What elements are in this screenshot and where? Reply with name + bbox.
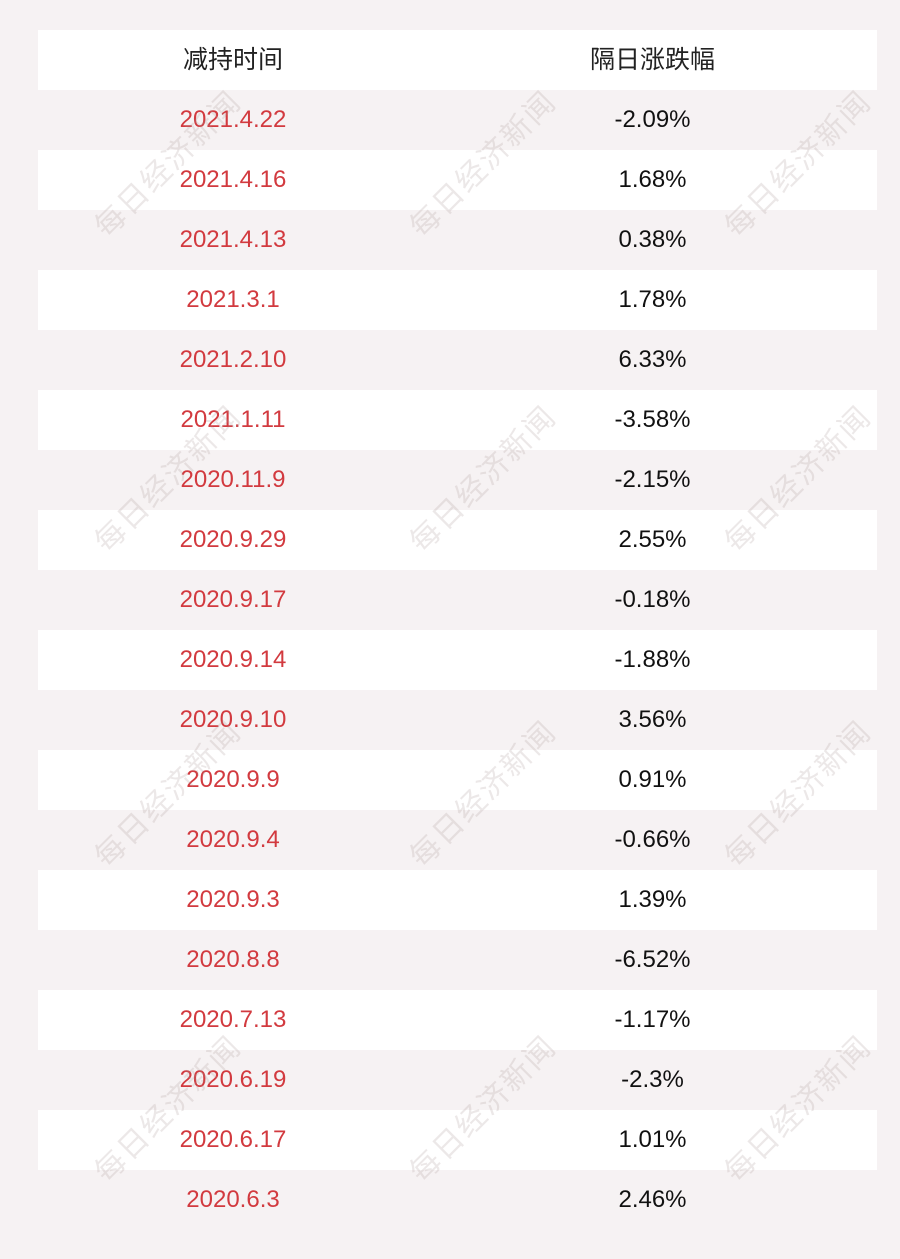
table-body: 2021.4.22 -2.09% 2021.4.16 1.68% 2021.4.13 0.… (38, 90, 877, 1230)
date-cell: 2021.4.16 (179, 166, 287, 193)
date-cell: 2020.9.14 (179, 646, 287, 673)
table-row: 2021.4.16 1.68% (38, 150, 877, 210)
change-cell: 6.33% (618, 346, 687, 373)
change-cell: -1.17% (614, 1006, 691, 1033)
change-cell: -6.52% (614, 946, 691, 973)
table-row: 2020.9.3 1.39% (38, 870, 877, 930)
table-row: 2020.9.17 -0.18% (38, 570, 877, 630)
change-cell: -0.18% (614, 586, 691, 613)
change-cell: -1.88% (614, 646, 691, 673)
change-cell: 2.46% (618, 1186, 687, 1213)
date-cell: 2020.7.13 (179, 1006, 287, 1033)
data-table: 减持时间 隔日涨跌幅 2021.4.22 -2.09% 2021.4.16 1.68%… (38, 30, 877, 1230)
date-cell: 2020.9.17 (179, 586, 287, 613)
table-row: 2020.6.3 2.46% (38, 1170, 877, 1230)
date-cell: 2021.3.1 (186, 286, 280, 313)
table-row: 2020.9.29 2.55% (38, 510, 877, 570)
change-cell: 1.39% (618, 886, 687, 913)
date-cell: 2020.9.4 (186, 826, 280, 853)
table-row: 2020.9.4 -0.66% (38, 810, 877, 870)
table-row: 2021.4.13 0.38% (38, 210, 877, 270)
date-cell: 2020.11.9 (180, 466, 286, 493)
change-cell: 3.56% (618, 706, 687, 733)
table-row: 2020.7.13 -1.17% (38, 990, 877, 1050)
table-row: 2021.3.1 1.78% (38, 270, 877, 330)
date-cell: 2020.9.9 (186, 766, 280, 793)
header-change: 隔日涨跌幅 (589, 46, 715, 74)
table-row: 2020.9.9 0.91% (38, 750, 877, 810)
table-row: 2020.11.9 -2.15% (38, 450, 877, 510)
date-cell: 2020.6.17 (179, 1126, 287, 1153)
change-cell: 0.38% (618, 226, 687, 253)
change-cell: 1.01% (618, 1126, 687, 1153)
date-cell: 2020.6.19 (179, 1066, 287, 1093)
table-header-row: 减持时间 隔日涨跌幅 (38, 30, 877, 90)
change-cell: -2.3% (621, 1066, 684, 1093)
table-row: 2020.6.19 -2.3% (38, 1050, 877, 1110)
table-row: 2021.1.11 -3.58% (38, 390, 877, 450)
change-cell: 1.78% (618, 286, 687, 313)
table-row: 2020.9.10 3.56% (38, 690, 877, 750)
header-date: 减持时间 (182, 46, 283, 74)
change-cell: 2.55% (618, 526, 687, 553)
date-cell: 2020.9.3 (186, 886, 280, 913)
date-cell: 2021.2.10 (179, 346, 287, 373)
change-cell: 0.91% (618, 766, 687, 793)
change-cell: -0.66% (614, 826, 691, 853)
change-cell: -2.15% (614, 466, 691, 493)
table-row: 2021.4.22 -2.09% (38, 90, 877, 150)
change-cell: 1.68% (618, 166, 687, 193)
change-cell: -3.58% (614, 406, 691, 433)
table-row: 2020.8.8 -6.52% (38, 930, 877, 990)
date-cell: 2021.4.22 (179, 106, 287, 133)
date-cell: 2021.1.11 (180, 406, 286, 433)
table-row: 2020.6.17 1.01% (38, 1110, 877, 1170)
change-cell: -2.09% (614, 106, 691, 133)
date-cell: 2020.8.8 (186, 946, 280, 973)
table-row: 2021.2.10 6.33% (38, 330, 877, 390)
table-row: 2020.9.14 -1.88% (38, 630, 877, 690)
date-cell: 2020.9.29 (179, 526, 287, 553)
date-cell: 2021.4.13 (179, 226, 287, 253)
date-cell: 2020.9.10 (179, 706, 287, 733)
date-cell: 2020.6.3 (186, 1186, 280, 1213)
